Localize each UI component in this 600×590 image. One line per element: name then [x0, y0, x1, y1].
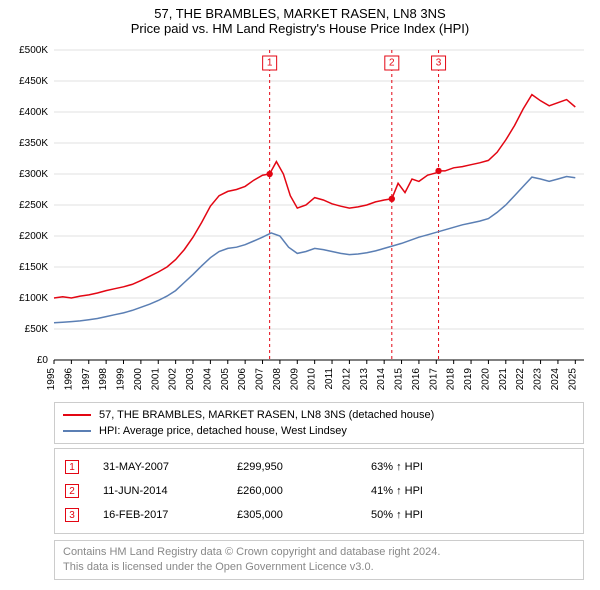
svg-text:£300K: £300K: [19, 169, 48, 180]
event-price: £305,000: [237, 509, 357, 521]
event-date: 11-JUN-2014: [103, 485, 223, 497]
svg-text:2000: 2000: [133, 368, 144, 391]
svg-text:2014: 2014: [376, 368, 387, 391]
title-line-1: 57, THE BRAMBLES, MARKET RASEN, LN8 3NS: [0, 6, 600, 21]
chart: £0£50K£100K£150K£200K£250K£300K£350K£400…: [54, 50, 584, 360]
event-row: 3 16-FEB-2017 £305,000 50% ↑ HPI: [63, 503, 575, 527]
event-hpi: 50% ↑ HPI: [371, 509, 575, 521]
svg-text:3: 3: [436, 58, 442, 69]
svg-text:£150K: £150K: [19, 262, 48, 273]
svg-text:2006: 2006: [237, 368, 248, 391]
x-axis-labels: 1995 1996 1997 1998 1999 2000 2001 2002 2003 2004…: [46, 360, 578, 390]
footer-line-1: Contains HM Land Registry data © Crown c…: [63, 545, 575, 560]
svg-text:2008: 2008: [272, 368, 283, 391]
event-marker-icon: 3: [65, 508, 79, 522]
svg-text:2024: 2024: [550, 368, 561, 391]
event-date: 16-FEB-2017: [103, 509, 223, 521]
svg-text:2020: 2020: [480, 368, 491, 391]
event-marker-icon: 1: [65, 460, 79, 474]
svg-text:£500K: £500K: [19, 45, 48, 56]
svg-text:2015: 2015: [394, 368, 405, 391]
event-price: £260,000: [237, 485, 357, 497]
svg-text:£200K: £200K: [19, 231, 48, 242]
svg-text:2009: 2009: [289, 368, 300, 391]
svg-text:£250K: £250K: [19, 200, 48, 211]
svg-text:2004: 2004: [202, 368, 213, 391]
title-line-2: Price paid vs. HM Land Registry's House …: [0, 21, 600, 36]
svg-text:2018: 2018: [446, 368, 457, 391]
svg-text:£100K: £100K: [19, 293, 48, 304]
footer: Contains HM Land Registry data © Crown c…: [54, 540, 584, 580]
page: 57, THE BRAMBLES, MARKET RASEN, LN8 3NS …: [0, 0, 600, 590]
event-marker-icon: 2: [65, 484, 79, 498]
svg-text:1995: 1995: [46, 368, 57, 391]
svg-text:2007: 2007: [255, 368, 266, 391]
svg-text:2012: 2012: [341, 368, 352, 391]
event-date: 31-MAY-2007: [103, 461, 223, 473]
event-row: 1 31-MAY-2007 £299,950 63% ↑ HPI: [63, 455, 575, 479]
legend-swatch: [63, 414, 91, 416]
legend-row: HPI: Average price, detached house, West…: [63, 423, 575, 439]
svg-text:£400K: £400K: [19, 107, 48, 118]
svg-text:£450K: £450K: [19, 76, 48, 87]
svg-text:2013: 2013: [359, 368, 370, 391]
svg-text:1999: 1999: [116, 368, 127, 391]
legend-row: 57, THE BRAMBLES, MARKET RASEN, LN8 3NS …: [63, 407, 575, 423]
svg-text:2017: 2017: [428, 368, 439, 391]
event-row: 2 11-JUN-2014 £260,000 41% ↑ HPI: [63, 479, 575, 503]
svg-text:2016: 2016: [411, 368, 422, 391]
chart-series: [54, 95, 575, 323]
svg-text:2023: 2023: [533, 368, 544, 391]
svg-text:1996: 1996: [63, 368, 74, 391]
svg-text:1: 1: [267, 58, 273, 69]
event-price: £299,950: [237, 461, 357, 473]
legend-swatch: [63, 430, 91, 432]
svg-text:1998: 1998: [98, 368, 109, 391]
svg-text:2010: 2010: [307, 368, 318, 391]
svg-text:2002: 2002: [168, 368, 179, 391]
svg-text:2022: 2022: [515, 368, 526, 391]
title-block: 57, THE BRAMBLES, MARKET RASEN, LN8 3NS …: [0, 0, 600, 36]
chart-grid: [54, 50, 584, 360]
event-points: [266, 168, 441, 202]
svg-text:£50K: £50K: [25, 324, 49, 335]
svg-text:2025: 2025: [567, 368, 578, 391]
legend-label: 57, THE BRAMBLES, MARKET RASEN, LN8 3NS …: [99, 409, 434, 421]
svg-text:2019: 2019: [463, 368, 474, 391]
svg-text:1997: 1997: [81, 368, 92, 391]
svg-text:2021: 2021: [498, 368, 509, 391]
footer-line-2: This data is licensed under the Open Gov…: [63, 560, 575, 575]
legend-label: HPI: Average price, detached house, West…: [99, 425, 347, 437]
events-table: 1 31-MAY-2007 £299,950 63% ↑ HPI 2 11-JU…: [54, 448, 584, 534]
legend: 57, THE BRAMBLES, MARKET RASEN, LN8 3NS …: [54, 402, 584, 444]
svg-text:£350K: £350K: [19, 138, 48, 149]
svg-text:2005: 2005: [220, 368, 231, 391]
svg-text:£0: £0: [37, 355, 49, 366]
event-marker-labels: 1 2 3: [263, 56, 446, 70]
event-hpi: 41% ↑ HPI: [371, 485, 575, 497]
svg-text:2001: 2001: [150, 368, 161, 391]
svg-text:2: 2: [389, 58, 395, 69]
svg-text:2003: 2003: [185, 368, 196, 391]
svg-text:2011: 2011: [324, 368, 335, 390]
y-axis-labels: £0 £50K £100K £150K £200K £250K £300K £350K £400…: [19, 45, 48, 366]
event-hpi: 63% ↑ HPI: [371, 461, 575, 473]
